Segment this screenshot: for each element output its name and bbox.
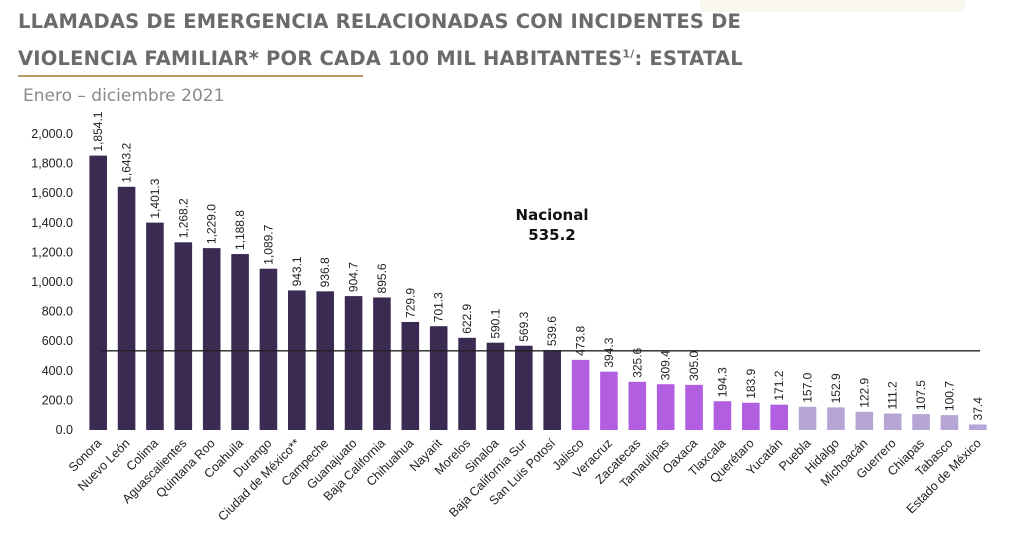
bar (373, 297, 391, 430)
data-label: 37.4 (971, 397, 985, 421)
reference-line-label: Nacional (516, 206, 589, 224)
bar (89, 155, 107, 430)
data-label: 590.1 (488, 308, 502, 338)
bar (174, 242, 193, 430)
bar (798, 406, 817, 430)
bar (202, 248, 221, 430)
data-label: 1,401.3 (148, 178, 162, 218)
bar (600, 371, 618, 430)
data-label: 305.0 (687, 351, 701, 381)
data-label: 943.1 (290, 256, 304, 286)
chart-title-superscript: 1/ (622, 47, 635, 61)
chart-title-suffix: : ESTATAL (634, 47, 743, 70)
bar (969, 424, 987, 430)
bar (117, 186, 136, 430)
y-tick-label: 1,200.0 (31, 245, 73, 259)
y-tick-label: 2,000.0 (31, 127, 73, 141)
data-label: 394.3 (602, 337, 616, 367)
bar (855, 411, 874, 430)
data-label: 194.3 (715, 367, 729, 397)
y-tick-label: 0.0 (56, 423, 73, 437)
data-label: 1,854.1 (91, 111, 105, 151)
y-tick-label: 200.0 (42, 393, 73, 407)
bar (656, 384, 675, 430)
bar (912, 414, 930, 430)
data-label: 904.7 (347, 262, 361, 292)
bar (571, 359, 590, 430)
bar (685, 384, 703, 430)
data-label: 473.8 (574, 326, 588, 356)
bar (458, 337, 476, 430)
title-underline (18, 75, 363, 77)
data-label: 701.3 (432, 292, 446, 322)
data-label: 1,229.0 (205, 204, 219, 244)
bars-group (89, 155, 987, 430)
data-label: 183.9 (744, 368, 758, 398)
bar (827, 407, 845, 430)
bar (316, 291, 334, 430)
value-labels-group: 1,854.1 1,643.2 1,401.3 1,268.2 1,229.0 1,188… (91, 111, 985, 420)
data-label: 622.9 (460, 303, 474, 333)
bar (628, 381, 647, 430)
data-label: 1,643.2 (120, 142, 134, 182)
bar (713, 401, 732, 430)
bar (770, 404, 788, 430)
bar (429, 326, 448, 430)
bar (486, 342, 505, 430)
data-label: 729.9 (403, 288, 417, 318)
y-tick-label: 1,800.0 (31, 157, 73, 171)
y-tick-label: 1,400.0 (31, 216, 73, 230)
data-label: 111.2 (886, 381, 900, 410)
bar (742, 402, 760, 430)
bar (344, 296, 363, 430)
data-label: 1,089.7 (261, 224, 275, 264)
bar (288, 290, 306, 430)
data-label: 107.5 (914, 380, 928, 410)
bar (940, 415, 959, 430)
bar (401, 321, 420, 430)
bar (259, 268, 278, 430)
data-label: 936.8 (318, 257, 332, 287)
data-label: 100.7 (942, 381, 956, 411)
data-label: 539.6 (545, 316, 559, 346)
bar (515, 345, 533, 430)
y-tick-label: 400.0 (42, 364, 73, 378)
y-axis: 0.0 200.0 400.0 600.0 800.0 1,000.0 1,200.0 1,4… (31, 127, 73, 437)
chart-title-line-2: VIOLENCIA FAMILIAR* POR CADA 100 MIL HAB… (18, 47, 743, 70)
data-label: 171.2 (772, 370, 786, 400)
data-label: 152.9 (829, 373, 843, 403)
bar (231, 254, 249, 430)
bar (543, 350, 561, 430)
bar (146, 222, 164, 430)
reference-line-value: 535.2 (528, 226, 575, 244)
data-label: 309.4 (659, 350, 673, 380)
data-label: 1,188.8 (233, 210, 247, 250)
y-tick-label: 600.0 (42, 334, 73, 348)
data-label: 895.6 (375, 263, 389, 293)
header-accent-band (700, 0, 965, 12)
y-tick-label: 800.0 (42, 305, 73, 319)
chart-title-line-1: LLAMADAS DE EMERGENCIA RELACIONADAS CON … (18, 10, 742, 33)
y-tick-label: 1,600.0 (31, 186, 73, 200)
reference-line-group: Nacional 535.2 (101, 206, 980, 352)
chart-subtitle: Enero – diciembre 2021 (23, 86, 225, 106)
data-label: 1,268.2 (176, 198, 190, 238)
data-label: 569.3 (517, 311, 531, 341)
chart-title-text: VIOLENCIA FAMILIAR* POR CADA 100 MIL HAB… (18, 47, 623, 70)
data-label: 157.0 (801, 372, 815, 402)
bar (883, 413, 902, 430)
data-label: 122.9 (857, 377, 871, 407)
data-label: 325.6 (630, 347, 644, 377)
y-tick-label: 1,000.0 (31, 275, 73, 289)
